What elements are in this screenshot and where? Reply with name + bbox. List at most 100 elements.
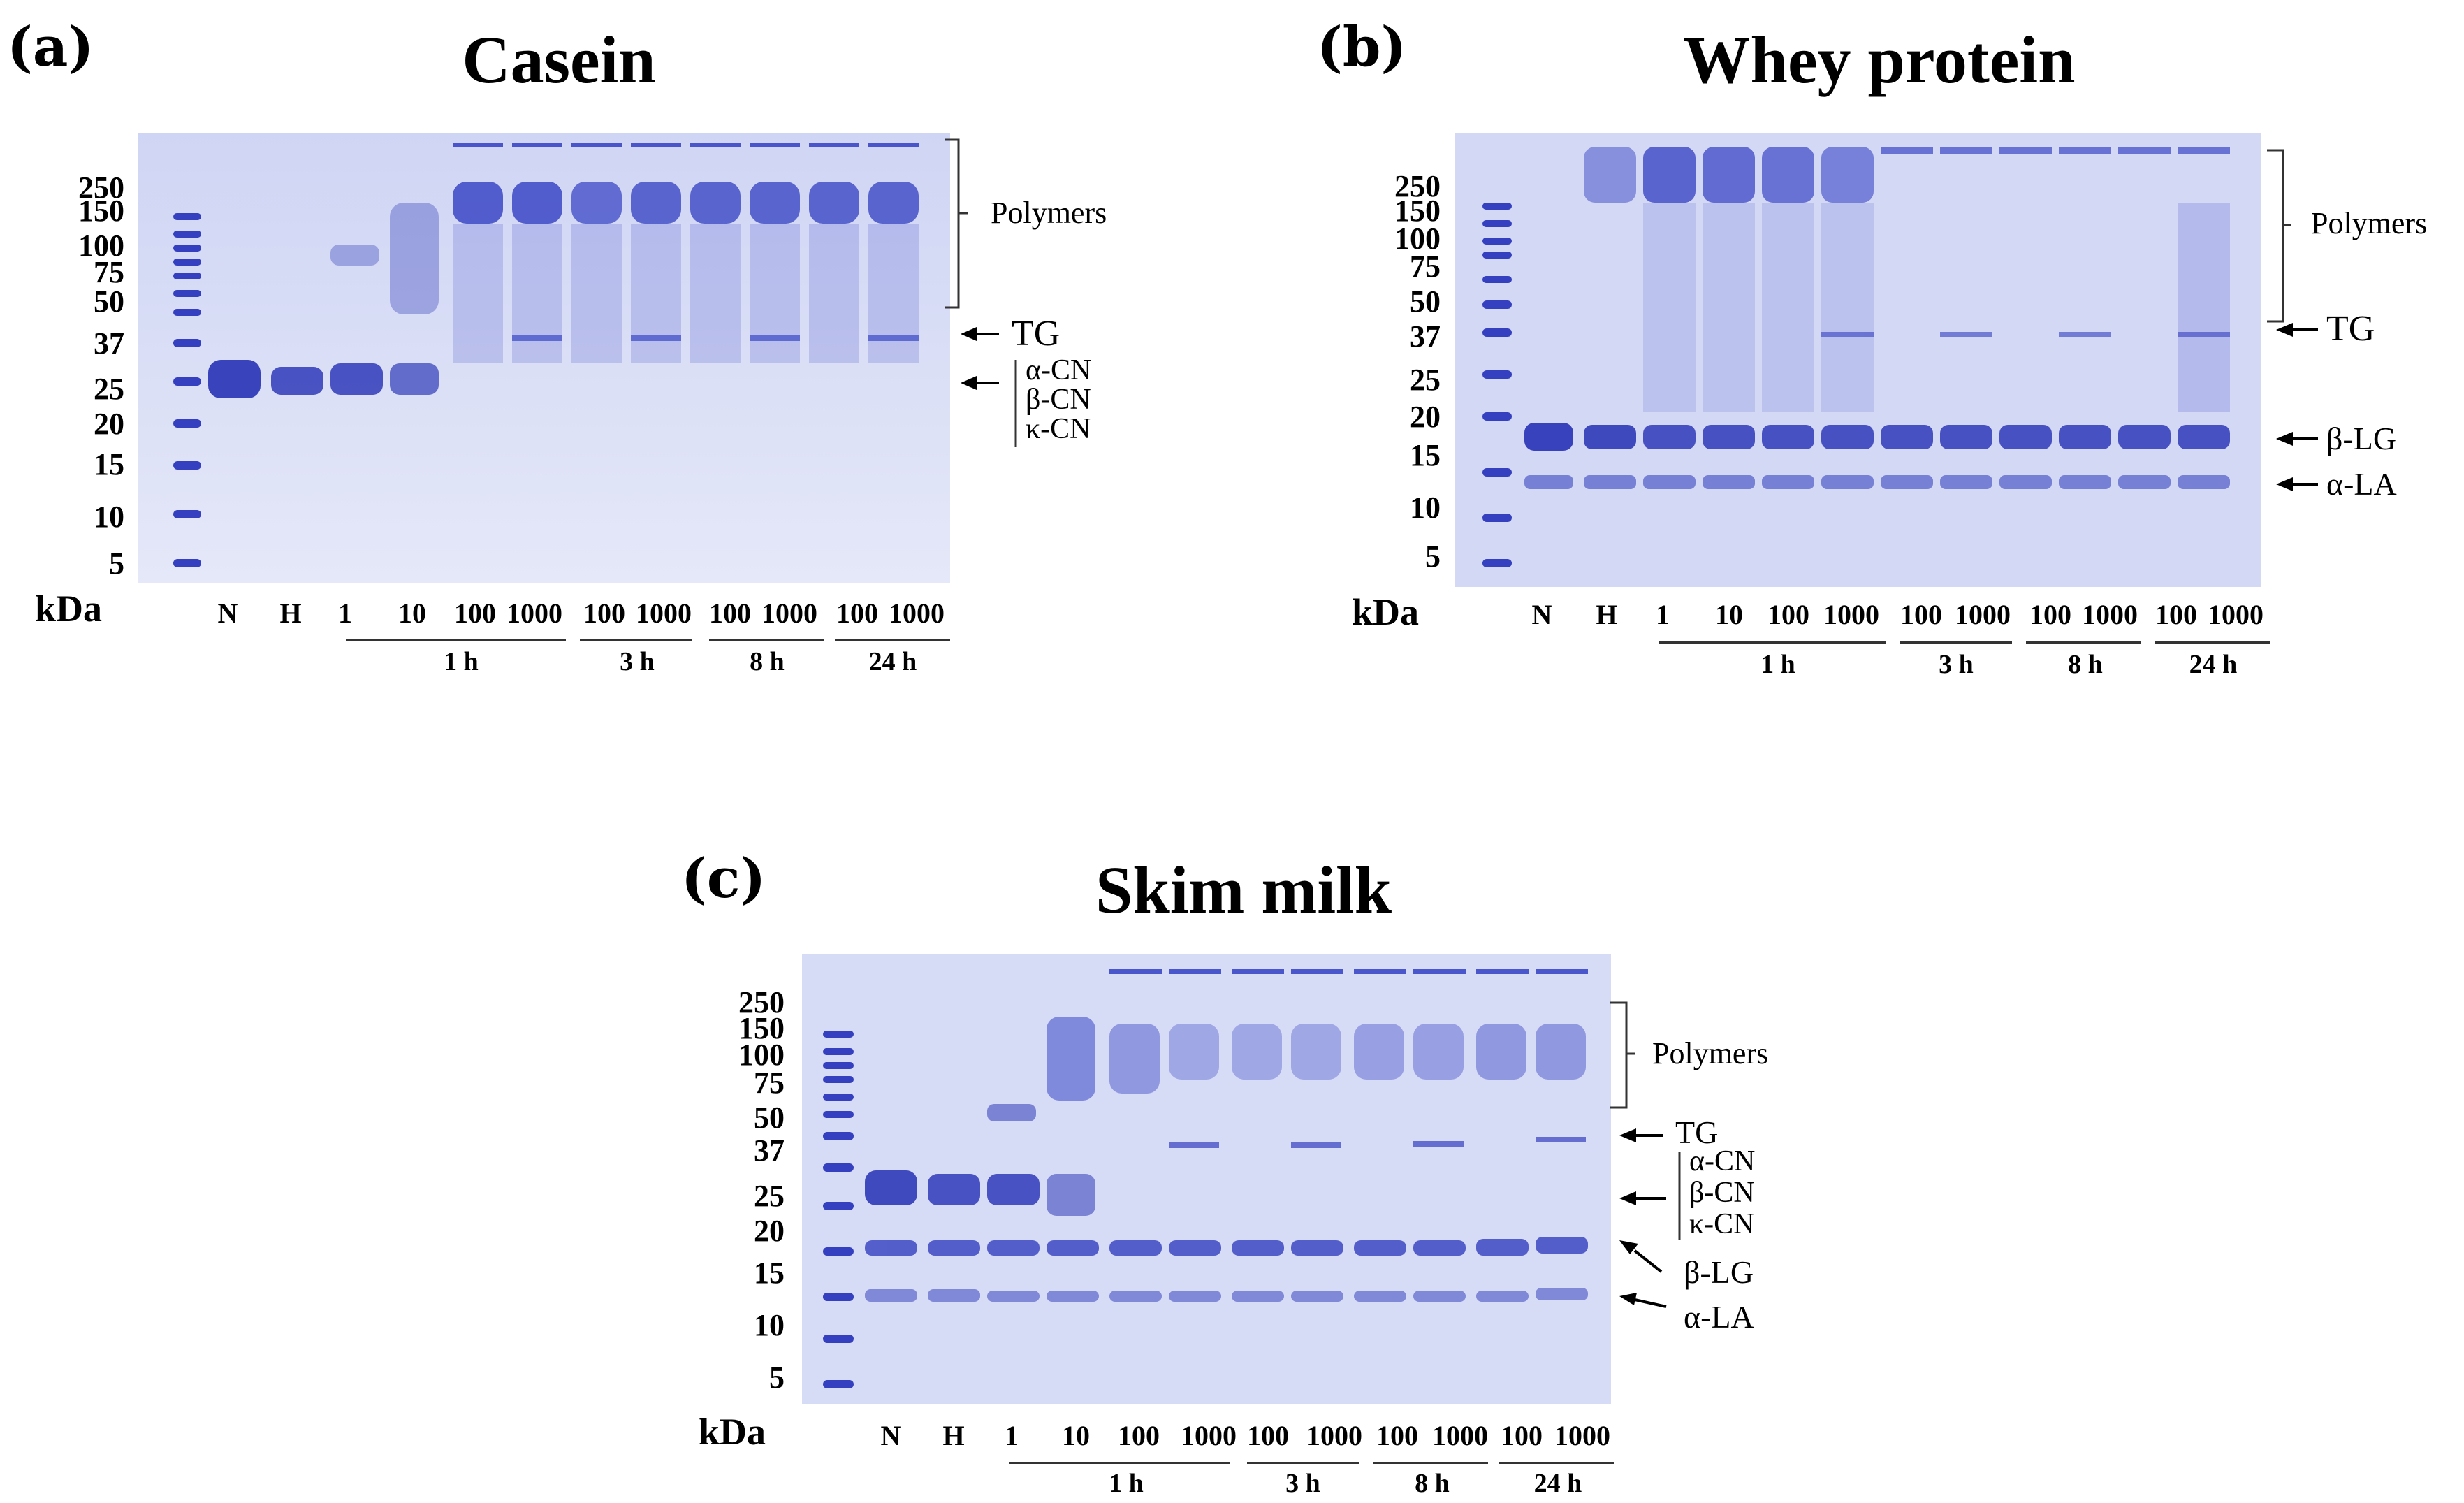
lane-label: 1000	[761, 597, 817, 629]
lane-label: 1000	[1554, 1420, 1610, 1451]
panel-label: (a)	[7, 15, 94, 79]
mw-marker: 50	[94, 284, 124, 319]
tg-label: TG	[2326, 309, 2375, 349]
lane-label: 1	[1656, 599, 1670, 630]
blg-band	[865, 1237, 1588, 1256]
ladder	[1482, 203, 1512, 567]
lane-label: H	[1596, 599, 1618, 630]
lane-label: 100	[583, 597, 625, 629]
lane-label: 1000	[1823, 599, 1879, 630]
lane-label: 1000	[506, 597, 562, 629]
cn-label: α-CN	[1026, 354, 1092, 386]
mw-marker: 37	[94, 326, 124, 361]
mw-marker: 5	[1425, 539, 1441, 574]
lane-label: 100	[1501, 1420, 1543, 1451]
mw-marker: 37	[754, 1133, 785, 1168]
time-underline	[1900, 641, 2012, 644]
time-underline	[1499, 1462, 1614, 1464]
gel-image	[802, 954, 1611, 1404]
lane-label: 1	[1005, 1420, 1019, 1451]
ladder	[173, 213, 201, 567]
gel-svg-a	[138, 133, 950, 583]
cn-label: α-CN	[1689, 1145, 1756, 1177]
blg-label: β-LG	[1684, 1254, 1754, 1290]
mw-marker: 75	[94, 255, 124, 289]
time-underline	[2155, 641, 2270, 644]
lane-label: 1000	[1181, 1420, 1237, 1451]
lane-label: 10	[1715, 599, 1743, 630]
lane-label: H	[942, 1420, 965, 1451]
time-underline	[1373, 1462, 1488, 1464]
time-label: 8 h	[2068, 650, 2103, 679]
lane-label: 1000	[636, 597, 692, 629]
panel-label: (c)	[681, 847, 766, 910]
ala-band	[865, 1288, 1588, 1302]
mw-marker: 50	[754, 1101, 785, 1135]
mw-marker: 75	[754, 1066, 785, 1100]
mw-marker: 10	[754, 1308, 785, 1342]
lane-label: 100	[454, 597, 496, 629]
polymer-smears	[1584, 147, 2230, 412]
lane-label: 10	[1062, 1420, 1090, 1451]
lane-label: N	[880, 1420, 901, 1451]
mw-marker: 20	[754, 1214, 785, 1248]
mw-marker: 15	[754, 1256, 785, 1290]
casein-bands	[865, 1104, 1095, 1216]
panel-title: Skim milk	[1095, 852, 1392, 927]
mw-marker: 20	[1410, 400, 1441, 434]
mw-marker: 150	[78, 194, 124, 228]
gel-svg-b	[1455, 133, 2261, 587]
tg-label: TG	[1675, 1114, 1719, 1150]
lane-label: 100	[1247, 1420, 1289, 1451]
lane-label: 100	[1767, 599, 1809, 630]
lane-label: 1000	[1955, 599, 2011, 630]
cn-label: β-CN	[1689, 1177, 1755, 1209]
lane-label: 100	[709, 597, 751, 629]
lane-label: 100	[1900, 599, 1942, 630]
time-label: 8 h	[750, 647, 785, 676]
mw-marker: 25	[1410, 363, 1441, 397]
time-label: 1 h	[1760, 650, 1795, 679]
mw-marker: 150	[738, 1011, 785, 1045]
lane-label: 100	[1118, 1420, 1160, 1451]
tg-label: TG	[1012, 314, 1060, 354]
lane-label: H	[279, 597, 302, 629]
panel-label: (b)	[1317, 15, 1407, 79]
lane-label: 1000	[1306, 1420, 1362, 1451]
lane-label: N	[217, 597, 238, 629]
time-underline	[346, 639, 566, 641]
lane-label: N	[1531, 599, 1552, 630]
time-label: 1 h	[444, 647, 479, 676]
ala-band	[1524, 475, 2230, 489]
lane-label: 100	[2029, 599, 2071, 630]
unit-label: kDa	[35, 588, 103, 630]
tg-band	[1169, 1137, 1586, 1148]
mw-marker: 5	[769, 1360, 785, 1395]
cn-label: β-CN	[1026, 384, 1091, 416]
polymers-label: Polymers	[991, 196, 1107, 230]
time-underline	[1247, 1462, 1359, 1464]
time-label: 24 h	[1533, 1469, 1582, 1498]
gel-image	[1455, 133, 2261, 587]
unit-label: kDa	[1352, 591, 1420, 633]
time-underline	[835, 639, 950, 641]
mw-marker: 150	[1394, 194, 1441, 228]
cn-label: κ-CN	[1026, 413, 1091, 445]
polymer-smears	[453, 143, 919, 363]
blg-label: β-LG	[2326, 421, 2397, 456]
gel-image	[138, 133, 950, 583]
mw-marker: 10	[1410, 491, 1441, 525]
time-underline	[2026, 641, 2141, 644]
time-label: 24 h	[868, 647, 917, 676]
ala-label: α-LA	[1684, 1299, 1754, 1335]
lane-label: 10	[398, 597, 426, 629]
mw-marker: 15	[1410, 438, 1441, 472]
polymers-label: Polymers	[2311, 206, 2428, 240]
ala-label: α-LA	[2326, 466, 2397, 502]
mw-marker: 50	[1410, 284, 1441, 319]
mw-marker: 25	[94, 372, 124, 406]
mw-marker: 20	[94, 407, 124, 441]
gel-background	[1455, 133, 2261, 587]
panel-title: Casein	[462, 22, 656, 97]
time-label: 3 h	[1939, 650, 1974, 679]
